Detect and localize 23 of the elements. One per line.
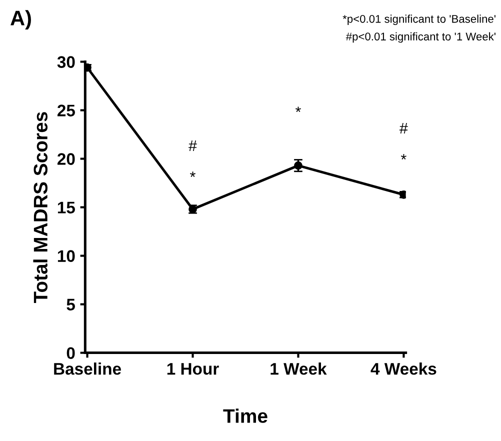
y-tick-label: 15: [58, 202, 75, 214]
annotation: #: [188, 140, 197, 151]
x-tick-label: Baseline: [54, 362, 121, 375]
y-tick-label: 30: [57, 56, 75, 68]
y-tick-label: 0: [66, 347, 75, 360]
y-tick-label: 5: [66, 298, 75, 310]
x-tick-label: 4 Weeks: [370, 362, 436, 375]
annotation: *: [190, 172, 196, 177]
y-tick-label: 10: [58, 250, 75, 262]
x-axis-title: Time: [223, 408, 268, 423]
text: #p<0.01 significant to '1 Week': [346, 32, 496, 43]
x-tick-label: 1 Week: [270, 362, 327, 375]
y-axis-title: Total MADRS Scores: [33, 112, 48, 304]
y-tick-label: 20: [57, 153, 75, 165]
chart-title: A): [10, 10, 31, 30]
x-tick-label: 1 Hour: [167, 363, 219, 375]
point: [294, 161, 302, 170]
text: *p<0.01 significant to 'Baseline': [342, 14, 496, 26]
annotation: *: [296, 106, 301, 112]
annotation: *: [400, 154, 406, 160]
y-tick-label: 25: [57, 104, 75, 116]
annotation: #: [400, 123, 408, 134]
point: [85, 63, 92, 72]
